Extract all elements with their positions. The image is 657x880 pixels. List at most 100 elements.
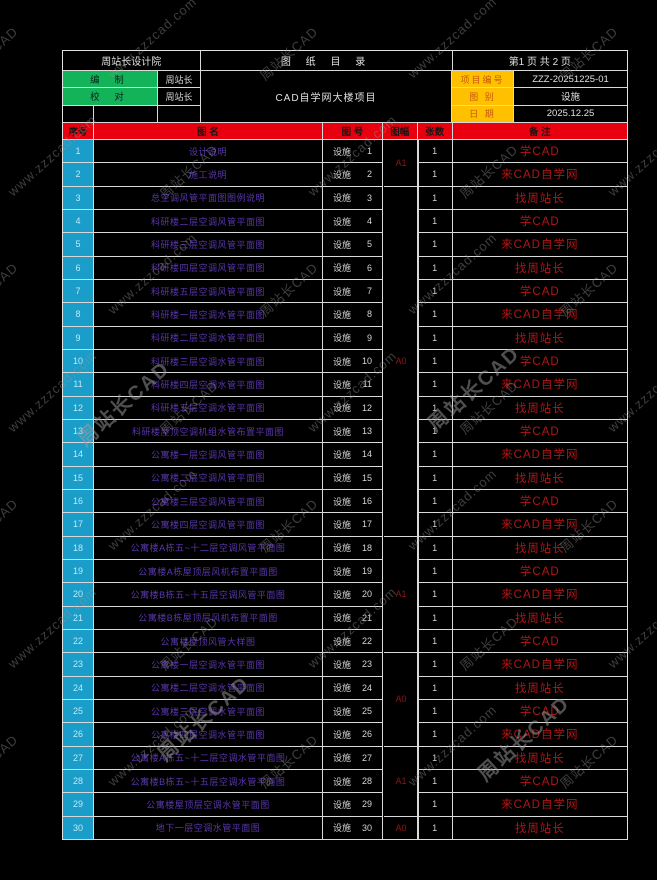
row-drawing-name: 科研楼四层空调水管平面图: [93, 373, 324, 397]
row-remark: 来CAD自学网: [452, 233, 627, 257]
row-size-placeholder: [383, 746, 418, 770]
table-row: 13 科研楼屋顶空调机组水管布置平面图 设施 13 1 学CAD: [63, 419, 627, 444]
row-size-placeholder: [383, 163, 418, 187]
table-row: 6 科研楼四层空调风管平面图 设施 6 1 找周站长: [63, 256, 627, 280]
row-remark: 找周站长: [452, 607, 627, 630]
row-drawing-number: 设施 21: [323, 606, 383, 630]
row-no: 1: [63, 140, 94, 164]
row-drawing-name: 地下一层空调水管平面图: [93, 816, 324, 840]
row-no: 27: [63, 746, 94, 770]
row-sheet-count: 1: [417, 699, 453, 724]
size-column: A1 A0 A1 A0 A1 A0: [384, 140, 419, 840]
row-no: 18: [63, 536, 94, 560]
row-remark: 来CAD自学网: [452, 583, 627, 607]
row-drawing-number: 设施 6: [323, 256, 383, 280]
row-drawing-number: 设施 30: [323, 816, 383, 840]
table-row: 29 公寓楼屋顶层空调水管平面图 设施 29 1 来CAD自学网: [63, 793, 627, 817]
row-drawing-name: 科研楼一层空调水管平面图: [93, 303, 324, 327]
row-sheet-count: 1: [417, 209, 453, 234]
row-drawing-number: 设施 12: [323, 396, 383, 420]
row-drawing-number: 设施 7: [323, 279, 383, 304]
institute-name: 周站长设计院: [63, 51, 201, 71]
row-size-placeholder: [383, 419, 418, 444]
row-size-placeholder: [383, 466, 418, 490]
row-drawing-name: 公寓楼B栋五~十五层空调水管平面图: [93, 769, 324, 794]
row-drawing-number: 设施 17: [323, 513, 383, 537]
row-no: 21: [63, 606, 94, 630]
row-no: 12: [63, 396, 94, 420]
row-drawing-number: 设施 3: [323, 186, 383, 210]
row-no: 16: [63, 489, 94, 514]
row-no: 11: [63, 373, 94, 397]
row-no: 28: [63, 769, 94, 794]
row-drawing-name: 科研楼三层空调风管平面图: [93, 233, 324, 257]
watermark-text: 周站长CAD: [0, 259, 21, 320]
row-drawing-name: 公寓楼四层空调水管平面图: [93, 723, 324, 747]
row-remark: 找周站长: [452, 257, 627, 280]
staff-column: 编 制 周站长 校 对 周站长: [63, 71, 201, 123]
row-size-placeholder: [383, 583, 418, 607]
row-remark: 学CAD: [452, 490, 627, 514]
row-size-placeholder: [383, 559, 418, 584]
date-label: 日 期: [452, 105, 514, 123]
row-sheet-count: 1: [417, 140, 453, 164]
row-drawing-name: 科研楼五层空调水管平面图: [93, 396, 324, 420]
row-sheet-count: 1: [417, 793, 453, 817]
col-header-remarks: 备 注: [452, 123, 627, 140]
row-no: 10: [63, 349, 94, 374]
size-merged-cell: A1: [384, 140, 419, 187]
prepared-by: 周站长: [158, 71, 201, 89]
row-drawing-number: 设施 26: [323, 723, 383, 747]
table-row: 18 公寓楼A栋五~十二层空调风管平面图 设施 18 1 找周站长: [63, 536, 627, 560]
row-drawing-number: 设施 1: [323, 140, 383, 164]
row-remark: 来CAD自学网: [452, 443, 627, 467]
row-remark: 找周站长: [452, 397, 627, 420]
row-drawing-number: 设施 16: [323, 489, 383, 514]
row-drawing-number: 设施 27: [323, 746, 383, 770]
row-size-placeholder: [383, 186, 418, 210]
row-remark: 找周站长: [452, 467, 627, 490]
row-no: 19: [63, 559, 94, 584]
row-size-placeholder: [383, 233, 418, 257]
row-sheet-count: 1: [417, 466, 453, 490]
row-sheet-count: 1: [417, 629, 453, 654]
table-row: 2 施工说明 设施 2 1 来CAD自学网: [63, 163, 627, 187]
row-no: 2: [63, 163, 94, 187]
row-size-placeholder: [383, 256, 418, 280]
column-header-row: 序号 图 名 图 号 图幅 张数 备 注: [63, 123, 627, 140]
col-header-name: 图 名: [93, 123, 324, 140]
row-sheet-count: 1: [417, 233, 453, 257]
row-drawing-name: 科研楼二层空调水管平面图: [93, 326, 324, 350]
row-drawing-name: 科研楼五层空调风管平面图: [93, 279, 324, 304]
row-sheet-count: 1: [417, 279, 453, 304]
row-sheet-count: 1: [417, 186, 453, 210]
row-no: 29: [63, 793, 94, 817]
row-drawing-name: 科研楼三层空调水管平面图: [93, 349, 324, 374]
project-name: CAD自学网大楼项目: [201, 71, 452, 123]
col-header-number: 图 号: [323, 123, 383, 140]
row-remark: 学CAD: [452, 210, 627, 234]
row-remark: 找周站长: [452, 677, 627, 700]
table-row: 21 公寓楼B栋屋顶层风机布置平面图 设施 21 1 找周站长: [63, 606, 627, 630]
table-row: 16 公寓楼三层空调风管平面图 设施 16 1 学CAD: [63, 489, 627, 514]
row-drawing-number: 设施 11: [323, 373, 383, 397]
page-indicator: 第1 页 共 2 页: [452, 51, 627, 71]
row-drawing-name: 科研楼二层空调风管平面图: [93, 209, 324, 234]
row-drawing-number: 设施 25: [323, 699, 383, 724]
category-label: 图 别: [452, 88, 514, 106]
row-size-placeholder: [383, 723, 418, 747]
row-remark: 学CAD: [452, 630, 627, 654]
row-remark: 学CAD: [452, 350, 627, 374]
empty-cell: [158, 105, 201, 123]
table-row: 7 科研楼五层空调风管平面图 设施 7 1 学CAD: [63, 279, 627, 304]
row-size-placeholder: [383, 489, 418, 514]
table-row: 26 公寓楼四层空调水管平面图 设施 26 1 来CAD自学网: [63, 723, 627, 747]
row-remark: 来CAD自学网: [452, 163, 627, 187]
row-sheet-count: 1: [417, 443, 453, 467]
row-remark: 学CAD: [452, 280, 627, 304]
watermark-text: 周站长CAD: [0, 23, 21, 84]
row-sheet-count: 1: [417, 606, 453, 630]
table-row: 28 公寓楼B栋五~十五层空调水管平面图 设施 28 1 学CAD: [63, 769, 627, 794]
row-sheet-count: 1: [417, 419, 453, 444]
